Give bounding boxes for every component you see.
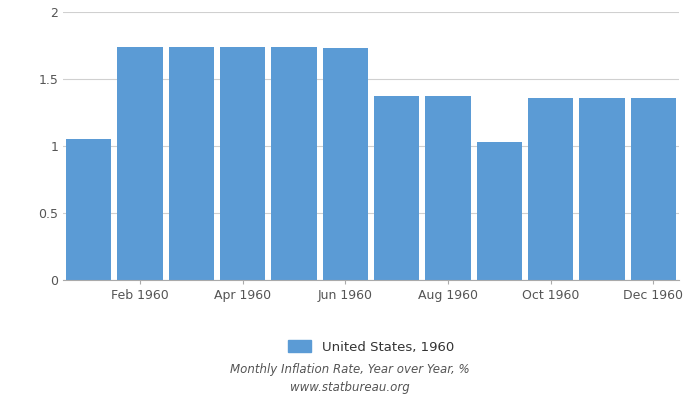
Bar [580,98,624,280]
Bar [528,98,573,280]
Bar [118,47,162,280]
Text: www.statbureau.org: www.statbureau.org [290,382,410,394]
Bar [220,47,265,280]
Bar [272,47,316,280]
Bar [66,139,111,280]
Text: Monthly Inflation Rate, Year over Year, %: Monthly Inflation Rate, Year over Year, … [230,364,470,376]
Bar [477,142,522,280]
Bar [374,96,419,280]
Bar [631,98,676,280]
Bar [426,96,470,280]
Bar [169,47,214,280]
Legend: United States, 1960: United States, 1960 [282,335,460,359]
Bar [323,48,368,280]
